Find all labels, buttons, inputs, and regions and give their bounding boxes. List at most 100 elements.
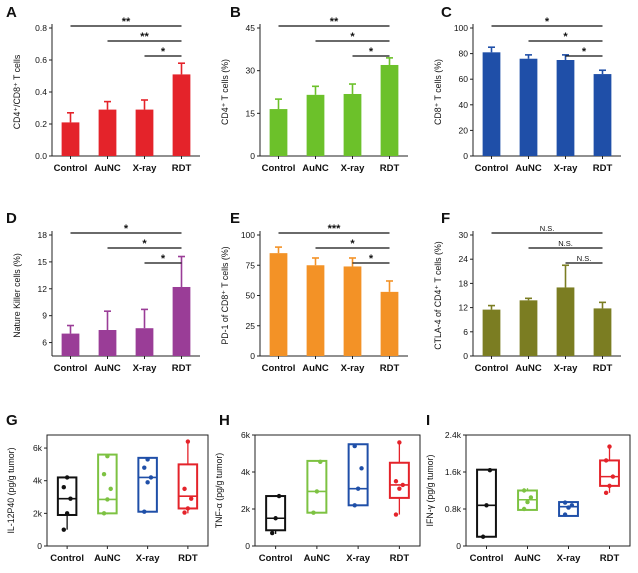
bar-aunc bbox=[306, 265, 325, 356]
y-axis-label: TNF-α (pg/g tumor) bbox=[214, 453, 224, 529]
x-tick-label-rdt: RDT bbox=[172, 363, 192, 374]
y-tick-label: 0.8k bbox=[445, 504, 462, 514]
bar-aunc bbox=[98, 109, 117, 156]
box-x-ray bbox=[558, 501, 579, 517]
y-tick-label: 0 bbox=[250, 351, 255, 361]
significance-label: * bbox=[369, 46, 374, 58]
data-point bbox=[521, 488, 527, 493]
x-tick-label-x-ray: X-ray bbox=[136, 553, 160, 564]
significance-label: * bbox=[563, 31, 568, 43]
data-point bbox=[352, 443, 357, 449]
significance-label: * bbox=[142, 238, 147, 250]
x-tick-label-x-ray: X-ray bbox=[341, 363, 365, 374]
y-tick-label: 2k bbox=[33, 508, 43, 518]
significance-label: N.S. bbox=[540, 224, 555, 233]
x-tick-label-rdt: RDT bbox=[600, 553, 620, 564]
y-axis-label: PD-1 of CD8⁺ T cells (%) bbox=[220, 246, 230, 344]
x-tick-label-aunc: AuNC bbox=[94, 163, 121, 174]
significance-label: * bbox=[124, 223, 129, 235]
x-tick-label-control: Control bbox=[54, 363, 88, 374]
x-tick-label-control: Control bbox=[475, 163, 509, 174]
y-tick-label: 100 bbox=[241, 230, 255, 240]
plot-frame bbox=[254, 434, 421, 547]
bar-control bbox=[61, 333, 80, 356]
box-rdt bbox=[599, 459, 620, 487]
x-tick-label-aunc: AuNC bbox=[302, 363, 329, 374]
bar-x-ray bbox=[135, 109, 154, 156]
y-axis-label: IL-12P40 (pg/g tumor) bbox=[6, 447, 16, 533]
x-tick-label-rdt: RDT bbox=[390, 553, 410, 564]
panel-letter-G: G bbox=[6, 412, 18, 429]
panel-E: E 0 25 50 75 100 Control AuNC X-ray RDT PD-1 of CD… bbox=[220, 210, 408, 374]
y-tick-label: 0.6 bbox=[35, 55, 47, 65]
x-tick-label-x-ray: X-ray bbox=[133, 363, 157, 374]
data-point bbox=[355, 486, 361, 491]
bar-x-ray bbox=[343, 93, 362, 156]
y-tick-label: 18 bbox=[459, 278, 469, 288]
data-point bbox=[603, 490, 609, 496]
data-point bbox=[142, 509, 147, 514]
y-axis-label: CD8⁺ T cells (%) bbox=[433, 59, 443, 125]
y-axis-label: IFN-γ (pg/g tumor) bbox=[425, 455, 435, 527]
y-tick-label: 18 bbox=[38, 230, 48, 240]
panel-letter-H: H bbox=[219, 412, 230, 429]
y-tick-label: 60 bbox=[459, 74, 469, 84]
data-point bbox=[352, 503, 357, 508]
bar-control bbox=[482, 309, 501, 356]
x-tick-label-control: Control bbox=[262, 163, 296, 174]
panel-letter-F: F bbox=[441, 210, 450, 227]
box-control bbox=[56, 476, 78, 516]
data-point bbox=[318, 459, 323, 465]
y-tick-label: 4k bbox=[33, 476, 43, 486]
box-aunc bbox=[97, 453, 118, 515]
data-point bbox=[189, 496, 194, 501]
x-tick-label-control: Control bbox=[475, 363, 509, 374]
x-tick-label-rdt: RDT bbox=[593, 163, 613, 174]
bar-aunc bbox=[519, 58, 538, 156]
data-point bbox=[61, 485, 66, 490]
y-tick-label: 12 bbox=[38, 284, 48, 294]
significance-label: N.S. bbox=[558, 239, 573, 248]
panel-letter-C: C bbox=[441, 4, 452, 21]
data-point bbox=[273, 516, 278, 521]
y-tick-label: 50 bbox=[246, 291, 256, 301]
data-point bbox=[528, 495, 534, 500]
panel-A: A 0.0 0.2 0.4 0.6 0.8 Control AuNC X-ray RDT CD4⁺/… bbox=[6, 4, 200, 174]
y-tick-label: 0.8 bbox=[35, 23, 47, 33]
bar-rdt bbox=[593, 74, 612, 156]
panel-I: I 0 0.8k 1.6k 2.4k Control AuNC X-ray RDT IFN-γ (… bbox=[425, 412, 631, 564]
x-tick-label-aunc: AuNC bbox=[94, 553, 121, 564]
data-point bbox=[607, 483, 612, 489]
bar-x-ray bbox=[135, 328, 154, 356]
panel-H: H 0 2k 4k 6k Control AuNC X-ray RDT TNF-α (pg/g t… bbox=[214, 412, 421, 564]
significance-label: * bbox=[545, 16, 550, 28]
y-axis-label: CD4⁺ T cells (%) bbox=[220, 59, 230, 125]
y-tick-label: 100 bbox=[454, 23, 468, 33]
data-point bbox=[484, 503, 489, 508]
y-tick-label: 6k bbox=[33, 443, 43, 453]
x-tick-label-rdt: RDT bbox=[380, 363, 400, 374]
y-tick-label: 9 bbox=[42, 311, 47, 321]
bar-aunc bbox=[519, 300, 538, 356]
bar-aunc bbox=[306, 94, 325, 156]
box-control bbox=[476, 468, 497, 538]
y-tick-label: 0 bbox=[250, 151, 255, 161]
significance-label: N.S. bbox=[577, 254, 592, 263]
bar-x-ray bbox=[556, 287, 575, 356]
y-tick-label: 2k bbox=[241, 504, 251, 514]
box-rdt bbox=[177, 463, 199, 510]
bar-rdt bbox=[172, 286, 191, 356]
y-tick-label: 0.2 bbox=[35, 119, 47, 129]
box-rdt bbox=[388, 461, 410, 499]
y-tick-label: 6 bbox=[42, 338, 47, 348]
data-point bbox=[480, 534, 486, 539]
y-tick-label: 1.6k bbox=[445, 467, 462, 477]
bar-control bbox=[269, 253, 288, 356]
y-tick-label: 2.4k bbox=[445, 430, 462, 440]
data-point bbox=[607, 444, 612, 449]
bar-rdt bbox=[380, 291, 399, 356]
x-tick-label-rdt: RDT bbox=[593, 363, 613, 374]
plot-frame bbox=[465, 434, 631, 547]
data-point bbox=[61, 527, 66, 532]
significance-label: * bbox=[161, 253, 166, 265]
